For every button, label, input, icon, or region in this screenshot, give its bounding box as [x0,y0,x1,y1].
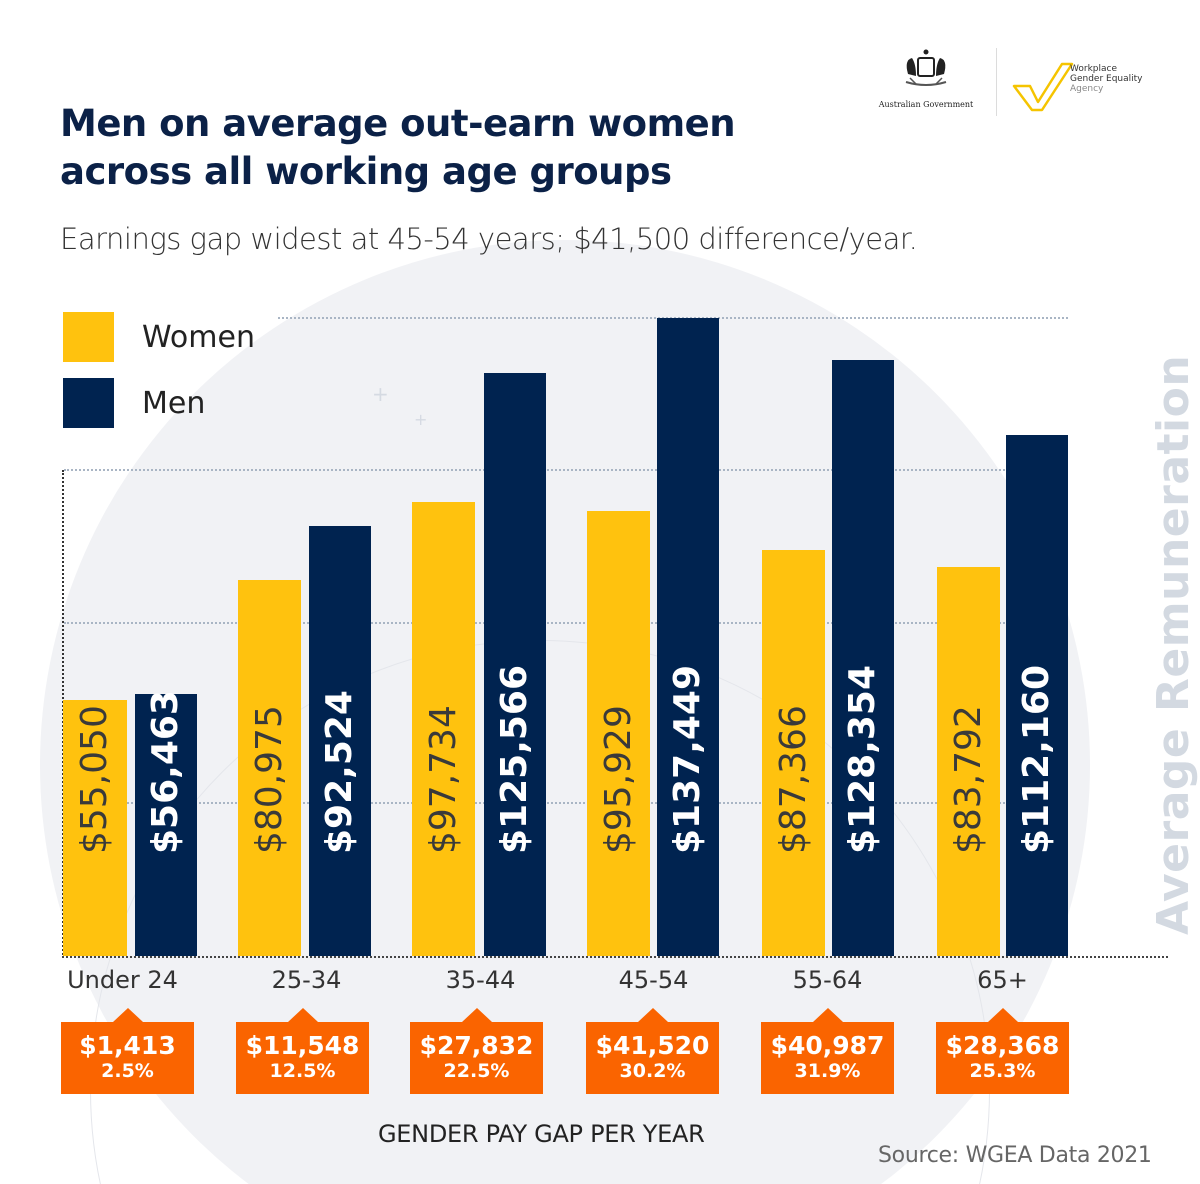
gap-amount: $1,413 [79,1031,176,1060]
gap-badge-35-44: $27,832 22.5% [410,1022,543,1094]
gap-percent: 30.2% [619,1060,686,1082]
bar-women-45-54[interactable]: $95,929 [587,511,650,956]
bar-value-label: $56,463 [145,690,186,854]
bar-value-label: $128,354 [842,664,883,854]
gap-badge-under-24: $1,413 2.5% [61,1022,194,1094]
chart-subtitle: Earnings gap widest at 45-54 years; $41,… [60,222,918,256]
bar-men-55-64[interactable]: $128,354 [832,360,894,956]
gap-amount: $41,520 [595,1031,710,1060]
chart-title: Men on average out-earn women across all… [60,100,860,196]
gap-percent: 12.5% [269,1060,336,1082]
bar-women-25-34[interactable]: $80,975 [238,580,301,956]
source-note: Source: WGEA Data 2021 [878,1143,1152,1168]
bar-men-65-plus[interactable]: $112,160 [1006,435,1068,956]
bar-men-25-34[interactable]: $92,524 [309,526,371,956]
bar-value-label: $97,734 [422,705,464,854]
australian-government-logo: Australian Government [866,48,986,114]
category-label: 25-34 [271,966,342,994]
gap-percent: 31.9% [794,1060,861,1082]
bar-value-label: $95,929 [597,705,639,854]
category-label: 55-64 [792,966,863,994]
category-label: 35-44 [445,966,516,994]
bar-value-label: $55,050 [74,705,115,854]
legend-item-women: Women [63,312,255,362]
logo-divider [996,48,997,116]
gap-amount: $28,368 [945,1031,1060,1060]
bar-women-35-44[interactable]: $97,734 [412,502,475,956]
gap-badge-65-plus: $28,368 25.3% [936,1022,1069,1094]
gov-logo-text: Australian Government [878,100,974,109]
gap-section-title: GENDER PAY GAP PER YEAR [378,1120,705,1148]
category-label: 45-54 [618,966,689,994]
bar-women-65-plus[interactable]: $83,792 [937,567,1000,956]
sparkle-icon: + [372,382,389,406]
bar-men-35-44[interactable]: $125,566 [484,373,546,956]
wgea-line-2: Gender Equality [1070,74,1143,84]
gap-percent: 2.5% [101,1060,154,1082]
gap-amount: $40,987 [770,1031,885,1060]
y-axis-title: Average Remuneration [1148,354,1199,935]
title-line-2: across all working age groups [60,150,672,193]
bar-value-label: $83,792 [947,705,989,854]
logo-bar: Australian Government Workplace Gender E… [866,48,1166,118]
bar-men-under-24[interactable]: $56,463 [135,690,197,956]
bar-women-under-24[interactable]: $55,050 [63,700,127,956]
title-line-1: Men on average out-earn women [60,102,736,145]
wgea-line-3: Agency [1070,84,1104,94]
gridline [64,802,1068,804]
bar-value-label: $137,449 [667,664,708,854]
legend-swatch-women [63,312,114,362]
gap-percent: 25.3% [969,1060,1036,1082]
coat-of-arms-icon [905,49,947,86]
wgea-checkmark-icon [1012,62,1074,112]
bar-value-label: $87,366 [772,705,814,854]
bar-value-label: $112,160 [1016,664,1057,854]
bar-value-label: $80,975 [248,705,290,854]
category-label: Under 24 [67,966,178,994]
legend: Women Men [63,312,255,444]
wgea-line-1: Workplace [1070,64,1118,74]
category-label: 65+ [977,966,1028,994]
legend-label-women: Women [142,319,255,355]
gap-amount: $27,832 [419,1031,534,1060]
bar-value-label: $92,524 [319,690,360,854]
x-axis-line [62,956,1168,958]
gridline [64,469,1068,471]
legend-label-men: Men [142,385,206,421]
gap-badge-45-54: $41,520 30.2% [586,1022,719,1094]
gap-amount: $11,548 [245,1031,360,1060]
bar-value-label: $125,566 [494,664,535,854]
sparkle-icon: + [414,410,428,429]
legend-item-men: Men [63,378,255,428]
legend-swatch-men [63,378,114,428]
gridline [64,622,1068,624]
gap-badge-25-34: $11,548 12.5% [236,1022,369,1094]
bar-men-45-54[interactable]: $137,449 [657,318,719,956]
wgea-logo-text: Workplace Gender Equality Agency [1070,64,1143,94]
wgea-logo: Workplace Gender Equality Agency [1012,54,1172,114]
bar-women-55-64[interactable]: $87,366 [762,550,825,956]
gap-percent: 22.5% [443,1060,510,1082]
gap-badge-55-64: $40,987 31.9% [761,1022,894,1094]
